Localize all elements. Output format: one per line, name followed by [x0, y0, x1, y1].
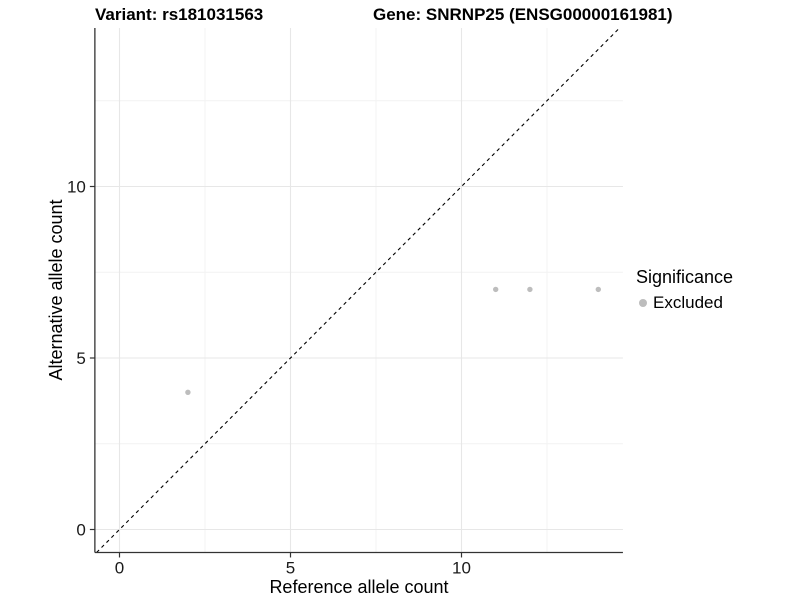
y-tick-label: 0 — [76, 521, 85, 540]
legend-entry: Excluded — [639, 293, 733, 313]
plot-title-variant: Variant: rs181031563 — [95, 5, 264, 24]
identity-line — [96, 27, 620, 553]
excluded-point-icon — [639, 298, 647, 307]
y-axis-title: Alternative allele count — [46, 199, 66, 380]
x-tick-label: 10 — [452, 558, 471, 577]
x-axis-title: Reference allele count — [269, 577, 448, 597]
x-tick-label: 0 — [115, 558, 124, 577]
data-point — [527, 286, 533, 293]
x-tick-label: 5 — [286, 558, 295, 577]
data-point — [493, 286, 499, 293]
data-point — [185, 389, 191, 395]
y-tick-label: 5 — [76, 349, 85, 368]
legend-entry-label: Excluded — [653, 292, 723, 312]
plot-title-gene: Gene: SNRNP25 (ENSG00000161981) — [373, 5, 673, 24]
y-tick-label: 10 — [67, 178, 86, 197]
legend-title: Significance — [636, 267, 734, 287]
data-point — [595, 286, 601, 293]
legend: Significance Excluded — [636, 267, 733, 313]
